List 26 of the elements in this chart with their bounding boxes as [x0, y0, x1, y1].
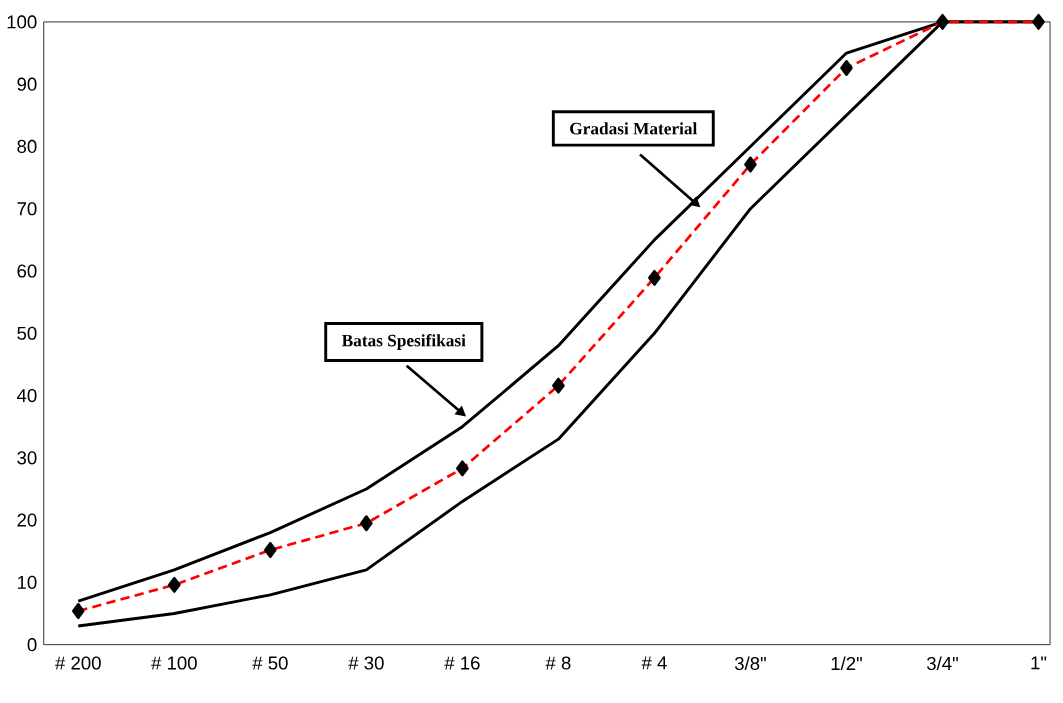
x-tick-label: # 4 [641, 656, 667, 670]
x-tick-label: # 200 [55, 656, 101, 670]
x-tick-label: 3/8" [734, 656, 766, 670]
x-tick-label: 3/4" [926, 656, 958, 670]
y-tick-label: 90 [17, 77, 37, 91]
x-tick-label: 1/2" [831, 656, 862, 670]
x-tick-label: # 100 [151, 656, 197, 670]
y-tick-label: 20 [17, 513, 37, 527]
point [936, 13, 949, 30]
annotation: Gradasi Material [570, 122, 698, 135]
y-tick-label: 100 [7, 15, 37, 29]
y-tick-label: 60 [17, 264, 37, 278]
y-tick-label: 40 [16, 388, 37, 402]
x-tick-label: 1" [1031, 656, 1047, 670]
y-tick-label: 50 [17, 326, 37, 340]
x-tick-label: # 50 [252, 656, 288, 670]
y-tick-label: 0 [27, 637, 37, 652]
x-tick-label: # 16 [444, 656, 480, 670]
y-tick-label: 80 [17, 139, 37, 153]
annotation: Batas Spesifikasi [341, 333, 466, 350]
y-tick-label: 10 [17, 575, 37, 589]
y-tick-label: 70 [17, 201, 37, 216]
y-tick-label: 30 [17, 451, 37, 465]
x-tick-label: # 8 [545, 656, 571, 670]
x-tick-label: # 30 [348, 656, 384, 670]
point [1032, 13, 1045, 30]
